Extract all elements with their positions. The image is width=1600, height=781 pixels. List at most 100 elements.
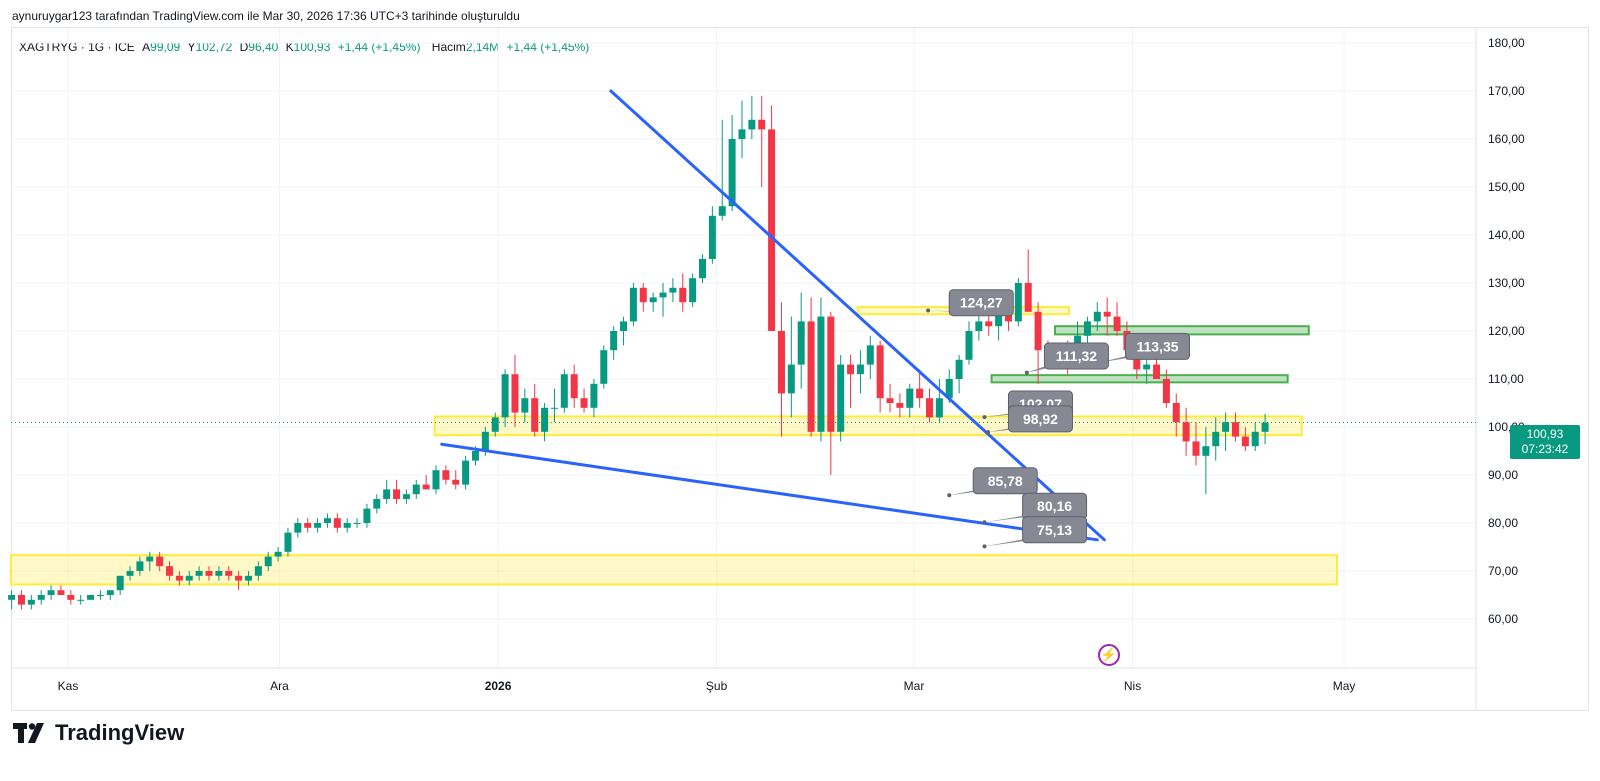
candle-body (471, 451, 479, 461)
candle-body (1153, 364, 1161, 379)
y-tick-label: 140,00 (1488, 228, 1525, 242)
support-zone-yellow (433, 415, 1303, 437)
bar-countdown: 07:23:42 (1521, 442, 1569, 456)
candle-body (1172, 403, 1180, 423)
candle-body (896, 403, 904, 408)
candle-body (501, 374, 509, 418)
candle-body (669, 287, 677, 293)
candle-body (738, 129, 746, 139)
open-label: A (142, 40, 151, 54)
candle-body (343, 523, 351, 528)
x-tick-label: Kas (58, 679, 79, 693)
candle-body (254, 566, 262, 576)
candle-body (235, 575, 243, 581)
close-label: K (285, 40, 294, 54)
candle-body (452, 479, 460, 485)
candle-body (610, 331, 618, 351)
candle-body (1034, 311, 1042, 351)
candle-body (550, 407, 558, 409)
candle-body (580, 398, 588, 408)
callout-pointer (984, 538, 1041, 547)
callout-box (1022, 516, 1088, 544)
callout-anchor-dot (982, 415, 987, 420)
candle-body (620, 321, 628, 331)
y-tick-label: 70,00 (1488, 564, 1518, 578)
candle-body (1004, 311, 1012, 322)
candle-body (1143, 364, 1151, 370)
candle-body (1251, 431, 1259, 447)
tv-logo-icon (13, 723, 44, 743)
x-tick-label: Ara (270, 679, 289, 693)
candle-body (215, 571, 223, 576)
candle-body (649, 297, 657, 303)
x-tick-label: Şub (706, 679, 728, 693)
trend-line (440, 442, 1099, 542)
candle-body (67, 595, 75, 600)
candle-body (1103, 311, 1111, 317)
candle-body (304, 523, 312, 528)
y-tick-label: 150,00 (1488, 180, 1525, 194)
candle-body (87, 595, 95, 600)
candle-body (827, 316, 835, 432)
y-tick-label: 80,00 (1488, 516, 1518, 530)
candle-body (264, 556, 272, 567)
candle-body (560, 374, 568, 408)
candle-body (797, 321, 805, 365)
chart-credit: aynuruygar123 tarafından TradingView.com… (12, 9, 520, 23)
candle-body (985, 321, 993, 327)
candle-body (629, 287, 637, 322)
candle-body (659, 292, 667, 298)
candle-body (590, 383, 598, 408)
candle-body (995, 311, 1003, 327)
candle-body (1093, 311, 1101, 322)
candle-body (205, 571, 213, 576)
candle-body (175, 575, 183, 581)
candle-body (1241, 436, 1249, 447)
candle-body (106, 590, 114, 595)
callout-pointer (1026, 365, 1063, 373)
candle-body (787, 364, 795, 394)
candle-body (116, 575, 124, 591)
candle-body (521, 398, 529, 413)
candle-body (837, 364, 845, 432)
candle-body (225, 571, 233, 576)
candle-body (481, 431, 489, 451)
candle-body (136, 561, 144, 571)
candle-body (314, 523, 322, 528)
y-tick-label: 130,00 (1488, 276, 1525, 290)
callout-label: 113,35 (1136, 338, 1178, 354)
candle-body (185, 575, 193, 581)
lightning-icon[interactable]: ⚡ (1098, 644, 1120, 666)
x-tick-label: May (1333, 679, 1356, 693)
trend-line (609, 89, 1106, 542)
candle-body (1083, 321, 1091, 336)
candle-body (847, 364, 855, 375)
candle-body (383, 489, 391, 499)
callout-anchor-dot (982, 520, 987, 525)
candle-body (96, 595, 104, 596)
candle-body (146, 556, 154, 562)
candle-body (728, 139, 736, 207)
candle-body (807, 321, 815, 432)
candle-body (462, 460, 470, 485)
candle-body (1113, 316, 1121, 331)
brand-name: TradingView (55, 720, 185, 745)
candle-body (166, 566, 174, 576)
candle-body (866, 345, 874, 365)
candle-body (363, 508, 371, 523)
candle-body (402, 494, 410, 499)
callout-anchor-dot (1024, 370, 1029, 375)
candle-body (886, 398, 894, 403)
tradingview-logo[interactable]: TradingView (13, 720, 184, 746)
candle-body (393, 489, 401, 499)
candle-body (639, 287, 647, 303)
callout-box (1043, 342, 1109, 370)
candle-body (570, 374, 578, 399)
candle-body (689, 278, 697, 303)
candle-body (945, 379, 953, 399)
candle-body (876, 345, 884, 399)
candle-body (442, 470, 450, 480)
callout-label: 85,78 (988, 473, 1023, 489)
candle-body (768, 129, 776, 331)
